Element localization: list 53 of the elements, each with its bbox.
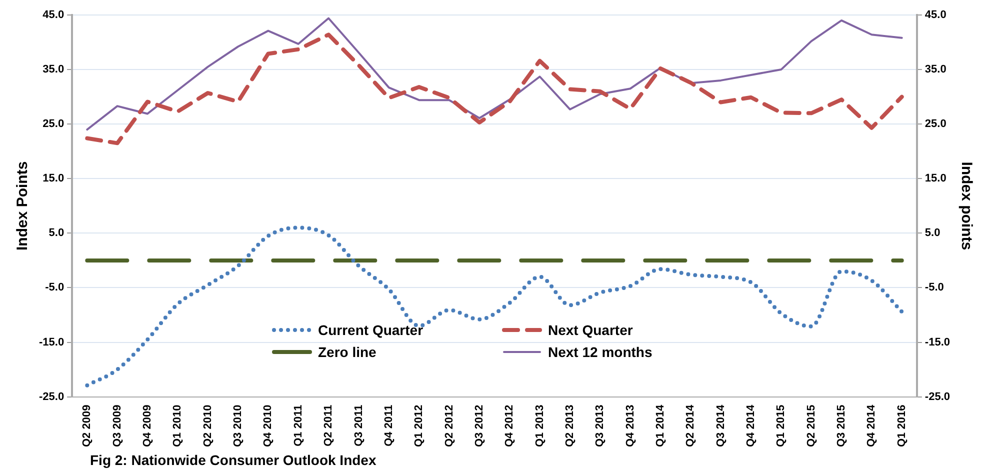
x-tick-label: Q2 2013 [564,404,576,447]
y-tick-label: 5.0 [48,227,64,240]
x-tick-label: Q4 2013 [624,404,636,447]
y-tick-label: 45.0 [42,9,64,22]
x-tick-label: Q4 2012 [504,404,516,447]
y2-tick-label: 15.0 [924,172,946,185]
y-tick-label: -5.0 [45,282,64,294]
line-series [85,32,904,146]
x-tick-label: Q2 2009 [81,404,94,447]
line-series [85,226,904,388]
x-tick-label: Q3 2009 [111,404,124,447]
y2-tick-label: -25.0 [924,390,950,403]
x-tick-label: Q2 2012 [443,404,456,447]
y-tick-label: 35.0 [42,64,64,76]
x-tick-label: Q3 2015 [836,404,848,447]
y-tick-label: 15.0 [42,172,64,185]
x-tick-label: Q1 2010 [172,404,184,447]
legend-label: Current Quarter [318,322,424,338]
x-tick-label: Q2 2010 [202,404,214,447]
y2-tick-label: 5.0 [924,227,940,240]
x-tick-label: Q3 2011 [352,404,365,446]
x-tick-label: Q3 2014 [714,404,727,447]
text: Fig 2: Nationwide Consumer Outlook Index [90,452,376,468]
x-tick-label: Q3 2010 [232,404,244,447]
y2-tick-label: 45.0 [924,9,946,22]
y2-tick-label: 35.0 [924,64,946,76]
x-tick-label: Q4 2010 [262,404,274,447]
y-tick-label: -15.0 [38,336,64,348]
x-tick-label: Q1 2013 [534,404,546,447]
x-tick-label: Q2 2015 [805,404,818,447]
x-tick-label: Q1 2014 [654,404,666,447]
x-tick-label: Q3 2013 [594,404,606,447]
x-tick-label: Q3 2012 [473,404,486,447]
y2-tick-label: 25.0 [924,118,946,130]
x-tick-label: Q1 2011 [292,404,304,446]
x-tick-label: Q4 2009 [142,404,154,447]
y2-tick-label: -15.0 [924,336,950,348]
y-tick-label: -25.0 [38,390,64,403]
y2-tick-label: -5.0 [924,282,944,294]
legend-label: Next Quarter [548,322,633,338]
legend-label: Next 12 months [548,344,652,360]
y-axis-title: Index Points [14,161,32,250]
y-tick-label: 25.0 [42,118,64,130]
x-tick-label: Q1 2012 [413,404,426,447]
x-tick-label: Q4 2014 [866,404,878,447]
x-tick-label: Q2 2014 [684,404,697,447]
x-tick-label: Q4 2011 [382,404,395,446]
legend-label: Zero line [318,344,376,360]
x-tick-label: Q1 2015 [775,404,788,447]
x-tick-label: Q1 2016 [896,404,908,447]
y2-axis-title: Index points [958,162,975,250]
x-tick-label: Q2 2011 [322,404,335,446]
x-tick-label: Q4 2014 [745,404,758,447]
